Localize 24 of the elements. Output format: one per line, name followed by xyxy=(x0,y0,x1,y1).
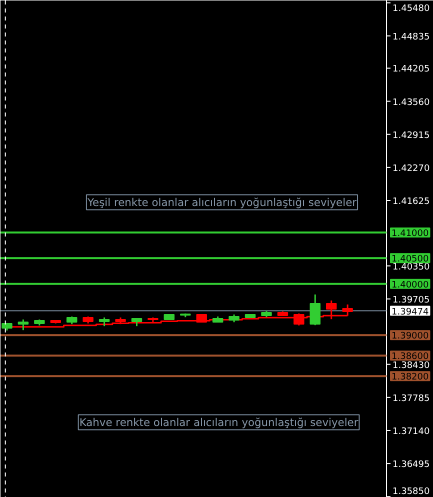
y-tick-label: 1.36495 xyxy=(392,460,430,470)
y-tick-label: 1.44835 xyxy=(392,32,430,42)
y-tick-label: 1.45480 xyxy=(392,4,430,14)
y-tick-label: 1.37785 xyxy=(392,394,430,404)
y-tick-label: 1.35850 xyxy=(392,487,430,497)
y-tick-label: 1.44205 xyxy=(392,64,430,75)
y-tick-label: 1.41625 xyxy=(392,196,430,207)
ref-line-label: 1.38600 xyxy=(392,352,429,362)
y-tick-label: 1.40350 xyxy=(392,262,430,272)
y-tick-label: 1.37140 xyxy=(392,426,430,437)
ref-line-label: 1.39474 xyxy=(392,307,429,318)
ref-line-label: 1.39000 xyxy=(392,332,429,342)
y-tick-label: 1.39705 xyxy=(392,295,430,306)
ref-line-label: 1.40000 xyxy=(392,280,429,290)
y-tick-label: 1.43560 xyxy=(392,98,430,108)
ref-line-label: 1.41000 xyxy=(392,229,429,240)
annotation: Kahve renkte olanlar alıcıların yoğunlaştığı seviyeler xyxy=(79,416,359,429)
candlestick xyxy=(310,294,321,326)
y-tick-label: 1.42915 xyxy=(392,130,430,141)
y-tick-label: 1.38430 xyxy=(392,360,430,371)
ref-line-label: 1.38200 xyxy=(392,372,429,383)
y-tick-label: 1.42270 xyxy=(392,164,430,174)
candlestick xyxy=(18,318,29,331)
annotation: Yeşil renkte olanlar alıcıların yoğunlaştığı seviyeler xyxy=(86,196,358,209)
